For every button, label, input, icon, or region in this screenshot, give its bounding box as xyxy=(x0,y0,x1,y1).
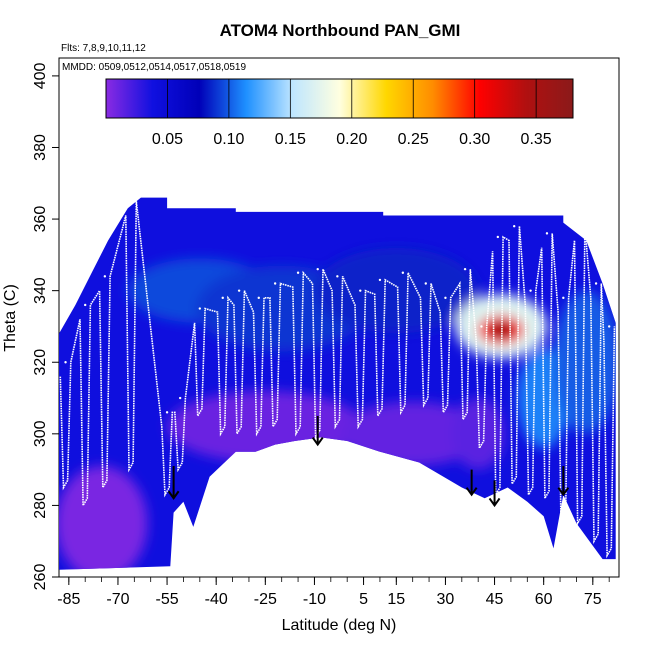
track-point xyxy=(257,296,260,300)
track-point xyxy=(562,296,565,300)
track-point xyxy=(64,361,67,364)
field-patch xyxy=(59,466,148,570)
y-tick-label: 320 xyxy=(32,349,49,376)
track-point xyxy=(221,296,224,300)
x-tick-label: 5 xyxy=(359,591,368,608)
arrow-marker xyxy=(167,466,180,500)
arrow-marker xyxy=(465,469,478,497)
y-axis-label: Theta (C) xyxy=(2,284,19,352)
colorbar-tick-label: 0.20 xyxy=(336,131,367,148)
dates-note: MMDD: 0509,0512,0514,0517,0518,0519 xyxy=(62,62,246,73)
track-point xyxy=(83,303,87,307)
x-tick-label: -55 xyxy=(156,591,179,608)
x-axis: -85 -70 -55 -40 -25 -10 5 15 30 45 60 75 xyxy=(57,577,610,608)
y-axis: 260 280 300 320 340 360 380 400 xyxy=(32,62,59,590)
track-point xyxy=(607,325,611,328)
track-point xyxy=(424,282,427,285)
field-patch xyxy=(488,321,515,339)
arrow-marker xyxy=(557,466,570,497)
flights-note: Flts: 7,8,9,10,11,12 xyxy=(61,43,146,54)
track-point xyxy=(463,267,467,271)
arrow-marker xyxy=(311,415,324,447)
x-tick-label: -70 xyxy=(106,591,129,608)
track-point xyxy=(401,271,405,274)
track-point xyxy=(444,296,447,300)
field-patch xyxy=(553,290,616,434)
flight-track-layer xyxy=(59,199,616,559)
x-tick-label: -40 xyxy=(205,591,228,608)
y-tick-label: 360 xyxy=(32,206,49,233)
arrow-marker xyxy=(488,480,501,508)
track-point xyxy=(594,282,598,285)
track-point xyxy=(513,225,516,228)
track-point xyxy=(273,282,277,285)
colorbar-tick-label: 0.10 xyxy=(213,131,244,148)
y-tick-label: 340 xyxy=(32,277,49,304)
track-point xyxy=(316,267,319,271)
flight-track xyxy=(59,201,616,559)
colorbar: 0.05 0.10 0.15 0.20 0.25 0.30 0.35 xyxy=(105,78,574,148)
y-tick-label: 280 xyxy=(32,492,49,519)
x-tick-label: 15 xyxy=(387,591,405,608)
colorbar-tick-label: 0.15 xyxy=(275,131,306,148)
y-tick-label: 380 xyxy=(32,134,49,161)
track-point xyxy=(165,411,169,414)
track-point xyxy=(545,232,549,235)
colorbar-tick-label: 0.35 xyxy=(521,131,552,148)
track-point xyxy=(178,396,182,400)
track-point xyxy=(529,289,532,292)
y-tick-label: 260 xyxy=(32,564,49,591)
track-point xyxy=(103,275,107,278)
track-point xyxy=(480,325,483,328)
chart-title: ATOM4 Northbound PAN_GMI xyxy=(220,21,461,40)
track-point xyxy=(378,278,382,282)
arrow-layer xyxy=(167,415,570,508)
track-point xyxy=(129,199,133,203)
x-tick-label: -10 xyxy=(303,591,326,608)
track-point xyxy=(578,225,581,228)
field-patch xyxy=(340,401,485,467)
x-tick-label: 75 xyxy=(584,591,602,608)
track-point xyxy=(336,275,339,278)
y-tick-label: 300 xyxy=(32,420,49,447)
y-tick-label: 400 xyxy=(32,62,49,89)
x-tick-label: 60 xyxy=(535,591,553,608)
colorbar-scale xyxy=(105,78,574,119)
track-point xyxy=(359,289,362,292)
track-point xyxy=(237,289,241,292)
track-point xyxy=(496,235,500,239)
x-tick-label: 45 xyxy=(486,591,504,608)
plot-frame xyxy=(58,57,620,578)
track-point xyxy=(198,307,202,310)
x-tick-label: -25 xyxy=(254,591,277,608)
track-point xyxy=(296,271,300,274)
field-patch xyxy=(314,247,479,334)
x-tick-label: 30 xyxy=(437,591,455,608)
x-tick-label: -85 xyxy=(57,591,80,608)
colorbar-tick-label: 0.05 xyxy=(152,131,183,148)
x-axis-label: Latitude (deg N) xyxy=(282,617,397,634)
colorbar-tick-label: 0.25 xyxy=(398,131,429,148)
colorbar-tick-label: 0.30 xyxy=(459,131,490,148)
